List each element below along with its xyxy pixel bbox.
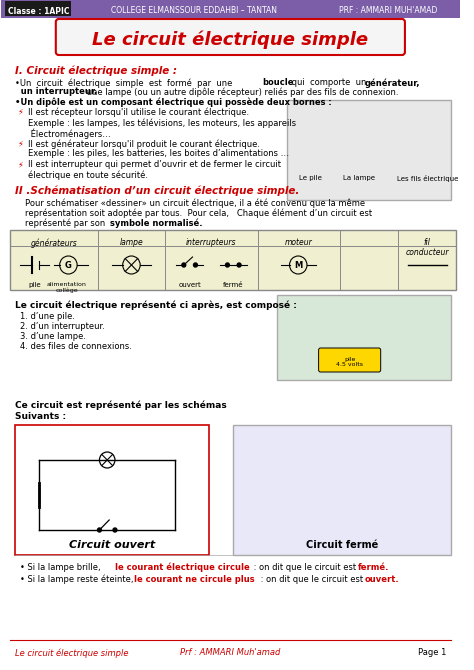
- Text: Le circuit électrique simple: Le circuit électrique simple: [15, 648, 128, 657]
- FancyBboxPatch shape: [56, 19, 405, 55]
- Text: 1. d’une pile.: 1. d’une pile.: [20, 312, 75, 321]
- Circle shape: [226, 263, 229, 267]
- Text: Page 1: Page 1: [418, 648, 447, 657]
- Text: qui  comporte  un: qui comporte un: [289, 78, 369, 87]
- Text: : on dit que le circuit est: : on dit que le circuit est: [257, 575, 365, 584]
- Text: pile
4.5 volts: pile 4.5 volts: [336, 356, 363, 367]
- Text: un interrupteur,: un interrupteur,: [15, 87, 97, 96]
- Text: Pour schématiser «dessiner» un circuit électrique, il a été convenu que la même: Pour schématiser «dessiner» un circuit é…: [25, 198, 365, 208]
- Text: Exemple : les piles, les batteries, les boites d’alimentations …: Exemple : les piles, les batteries, les …: [27, 149, 289, 158]
- Text: fil
conducteur: fil conducteur: [405, 238, 449, 257]
- Text: boucle: boucle: [263, 78, 294, 87]
- Text: • Si la lampe reste éteinte,: • Si la lampe reste éteinte,: [20, 575, 136, 584]
- Text: générateur,: générateur,: [364, 78, 419, 88]
- Bar: [287, 100, 451, 200]
- Text: Ce circuit est représenté par les schémas: Ce circuit est représenté par les schéma…: [15, 400, 227, 409]
- Text: moteur: moteur: [284, 238, 312, 247]
- Text: ouvert.: ouvert.: [364, 575, 399, 584]
- Text: Suivants :: Suivants :: [15, 412, 66, 421]
- Circle shape: [98, 528, 101, 532]
- Text: fermé.: fermé.: [357, 563, 389, 572]
- Bar: [277, 295, 451, 380]
- Text: interrupteurs: interrupteurs: [186, 238, 236, 247]
- Text: fermé: fermé: [223, 282, 244, 288]
- Text: 2. d’un interrupteur.: 2. d’un interrupteur.: [20, 322, 105, 331]
- Text: • Si la lampe brille,: • Si la lampe brille,: [20, 563, 103, 572]
- Text: I. Circuit électrique simple :: I. Circuit électrique simple :: [15, 65, 177, 76]
- FancyBboxPatch shape: [0, 0, 460, 18]
- Text: M: M: [294, 261, 302, 269]
- FancyBboxPatch shape: [5, 1, 71, 16]
- Circle shape: [182, 263, 186, 267]
- Text: symbole normalisé.: symbole normalisé.: [110, 218, 202, 228]
- Text: 3. d’une lampe.: 3. d’une lampe.: [20, 332, 86, 341]
- Text: : on dit que le circuit est: : on dit que le circuit est: [251, 563, 358, 572]
- Text: Électroménagers…: Électroménagers…: [27, 128, 110, 139]
- Text: une lampe (ou un autre dipôle récepteur) reliés par des fils de connexion.: une lampe (ou un autre dipôle récepteur)…: [84, 87, 399, 96]
- Text: pile: pile: [28, 282, 41, 288]
- Text: Le circuit électrique représenté ci après, est composé :: Le circuit électrique représenté ci aprè…: [15, 300, 297, 310]
- Text: lampe: lampe: [119, 238, 143, 247]
- Text: le courant électrique circule: le courant électrique circule: [115, 563, 250, 572]
- Text: Circuit fermé: Circuit fermé: [306, 540, 378, 550]
- Text: 4. des files de connexions.: 4. des files de connexions.: [20, 342, 132, 351]
- Circle shape: [113, 528, 117, 532]
- Text: ⚡: ⚡: [17, 139, 23, 148]
- Text: Il est récepteur lorsqu'il utilise le courant électrique.: Il est récepteur lorsqu'il utilise le co…: [27, 107, 249, 117]
- Text: représentation soit adoptée par tous.  Pour cela,   Chaque élément d’un circuit : représentation soit adoptée par tous. Po…: [25, 208, 372, 218]
- Text: ouvert: ouvert: [178, 282, 201, 288]
- Text: générateurs: générateurs: [30, 238, 77, 247]
- Text: représenté par son: représenté par son: [25, 218, 108, 228]
- Bar: [15, 425, 209, 555]
- Text: •Un dipôle est un composant électrique qui possède deux bornes :: •Un dipôle est un composant électrique q…: [15, 97, 332, 107]
- Bar: [233, 425, 451, 555]
- Text: Il est interrupteur qui permet d’ouvrir et de fermer le circuit: Il est interrupteur qui permet d’ouvrir …: [27, 160, 281, 169]
- Text: Le pile: Le pile: [300, 175, 322, 181]
- Text: Classe : 1APIC: Classe : 1APIC: [8, 7, 69, 15]
- Text: ⚡: ⚡: [17, 107, 23, 116]
- Text: électrique en toute sécurité.: électrique en toute sécurité.: [27, 170, 148, 180]
- Text: •Un  circuit  électrique  simple  est  formé  par  une: •Un circuit électrique simple est formé …: [15, 78, 237, 88]
- Text: alimentation
collège: alimentation collège: [46, 282, 86, 293]
- Text: Prf : AMMARI Muh'amad: Prf : AMMARI Muh'amad: [180, 648, 281, 657]
- Bar: [10, 230, 456, 290]
- Circle shape: [237, 263, 241, 267]
- Circle shape: [193, 263, 197, 267]
- Text: Il est générateur lorsqu'il produit le courant électrique.: Il est générateur lorsqu'il produit le c…: [27, 139, 260, 149]
- FancyBboxPatch shape: [319, 348, 381, 372]
- Text: Exemple : les lampes, les télévisions, les moteurs, les appareils: Exemple : les lampes, les télévisions, l…: [27, 118, 296, 127]
- Text: Le circuit électrique simple: Le circuit électrique simple: [92, 31, 368, 50]
- Text: COLLEGE ELMANSSOUR EDDAHBI – TANTAN: COLLEGE ELMANSSOUR EDDAHBI – TANTAN: [111, 5, 277, 15]
- Text: II .Schématisation d’un circuit électrique simple.: II .Schématisation d’un circuit électriq…: [15, 185, 300, 196]
- Text: Circuit ouvert: Circuit ouvert: [69, 540, 155, 550]
- Text: PRF : AMMARI MUH'AMAD: PRF : AMMARI MUH'AMAD: [339, 5, 438, 15]
- Text: le courant ne circule plus: le courant ne circule plus: [134, 575, 255, 584]
- Text: ⚡: ⚡: [17, 160, 23, 169]
- Text: Les fils électrique: Les fils électrique: [397, 175, 458, 182]
- Text: La lampe: La lampe: [343, 175, 375, 181]
- Text: G: G: [65, 261, 72, 269]
